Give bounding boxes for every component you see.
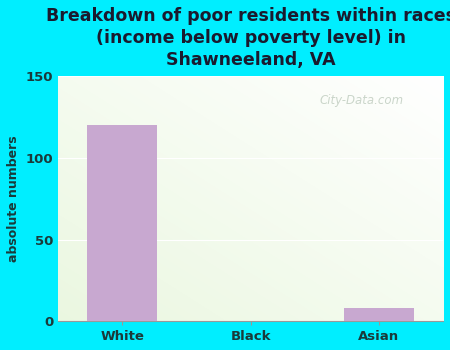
Y-axis label: absolute numbers: absolute numbers	[7, 135, 20, 262]
Bar	[344, 308, 414, 321]
Text: City-Data.com: City-Data.com	[320, 93, 404, 107]
Bar	[87, 125, 158, 321]
Title: Breakdown of poor residents within races
(income below poverty level) in
Shawnee: Breakdown of poor residents within races…	[45, 7, 450, 69]
